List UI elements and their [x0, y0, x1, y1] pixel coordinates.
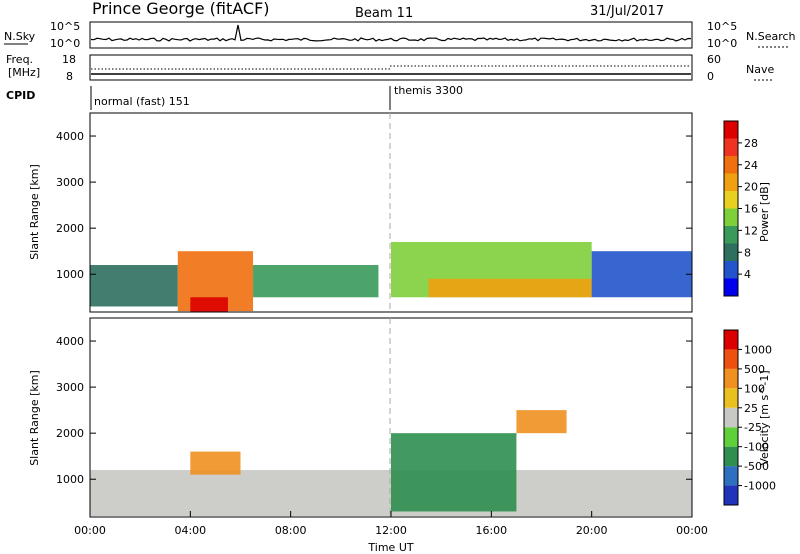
xtick-label: 12:00 [375, 524, 407, 537]
freq-panel: Freq. [MHz] 18 8 60 0 Nave [6, 53, 774, 83]
nsky-frame [89, 21, 693, 49]
ytick-label: 2000 [56, 427, 84, 440]
station-title: Prince George (fitACF) [92, 0, 270, 18]
heatmap-region [190, 297, 228, 312]
heatmap-region [428, 278, 592, 298]
velocity-colorbar: Velocity [m s^-1] 1000 500 100 25 -25 -100 -50… [723, 329, 776, 506]
velocity-colorbar-label: Velocity [m s^-1] [758, 370, 771, 465]
colorbar-tick-label: 16 [744, 203, 758, 216]
freq-tick-bottom: 8 [66, 70, 73, 83]
colorbar-swatch [724, 349, 738, 369]
power-panel: 4000 3000 2000 1000 Slant Range [km] [28, 112, 693, 313]
colorbar-tick-label: -25 [744, 421, 762, 434]
colorbar-swatch [724, 243, 738, 261]
colorbar-swatch [724, 138, 738, 156]
xtick-label: 16:00 [475, 524, 507, 537]
xtick-label: 08:00 [275, 524, 307, 537]
xtick-label: 00:00 [74, 524, 106, 537]
nsky-tick-top: 10^5 [50, 20, 80, 33]
cpid-mode-2: themis 3300 [394, 84, 463, 97]
colorbar-tick-label: 100 [744, 382, 765, 395]
nave-label: Nave [746, 63, 774, 76]
nave-tick-top: 60 [707, 53, 721, 66]
colorbar-tick-label: -100 [744, 441, 769, 454]
freq-frame [89, 54, 693, 81]
cpid-panel: CPID normal (fast) 151 themis 3300 [6, 84, 463, 110]
colorbar-swatch [724, 278, 738, 296]
power-ylabel: Slant Range [km] [28, 164, 41, 260]
nsearch-tick-bottom: 10^0 [707, 37, 737, 50]
nsky-trace [90, 24, 692, 42]
colorbar-tick-label: 25 [744, 402, 758, 415]
colorbar-swatch [724, 156, 738, 174]
colorbar-swatch [724, 368, 738, 389]
ytick-label: 1000 [56, 268, 84, 281]
velocity-panel: 4000 3000 2000 1000 00:00 04:00 08:00 12:00 16:… [28, 317, 708, 554]
ytick-label: 4000 [56, 335, 84, 348]
velocity-yaxis: 4000 3000 2000 1000 [56, 335, 692, 486]
colorbar-swatch [724, 226, 738, 244]
heatmap-region [253, 265, 379, 298]
velocity-ylabel: Slant Range [km] [28, 370, 41, 466]
colorbar-tick-label: 12 [744, 224, 758, 237]
colorbar-tick-label: 20 [744, 181, 758, 194]
xtick-label: 04:00 [174, 524, 206, 537]
colorbar-tick-label: -1000 [744, 480, 776, 493]
colorbar-tick-label: -500 [744, 460, 769, 473]
nsky-panel: N.Sky 10^5 10^0 10^5 10^0 N.Search [4, 20, 796, 50]
colorbar-swatch [724, 191, 738, 209]
colorbar-swatch [724, 173, 738, 191]
freq-tick-top: 18 [62, 53, 76, 66]
colorbar-tick-label: 28 [744, 137, 758, 150]
colorbar-swatch [724, 330, 738, 350]
cpid-mode-1: normal (fast) 151 [94, 95, 190, 108]
colorbar-swatch [724, 446, 738, 467]
colorbar-swatch [724, 466, 738, 486]
xtick-label: 20:00 [576, 524, 608, 537]
colorbar-swatch [724, 388, 738, 408]
ytick-label: 4000 [56, 130, 84, 143]
ytick-label: 3000 [56, 381, 84, 394]
heatmap-region [190, 451, 241, 475]
power-data [90, 241, 692, 312]
freq-label: Freq. [6, 53, 33, 66]
power-colorbar-label: Power [dB] [758, 182, 771, 242]
power-yaxis: 4000 3000 2000 1000 [56, 130, 692, 281]
nave-tick-bottom: 0 [707, 70, 714, 83]
time-xlabel: Time UT [367, 541, 413, 554]
nsky-label: N.Sky [4, 30, 36, 43]
colorbar-swatch [724, 261, 738, 279]
ytick-label: 1000 [56, 473, 84, 486]
colorbar-swatch [724, 208, 738, 226]
heatmap-region [516, 410, 567, 434]
colorbar-swatch [724, 485, 738, 505]
velocity-data [90, 410, 692, 517]
colorbar-swatch [724, 407, 738, 428]
colorbar-tick-label: 500 [744, 363, 765, 376]
heatmap-region [591, 251, 692, 298]
power-frame [89, 112, 693, 313]
date-label: 31/Jul/2017 [590, 4, 664, 19]
colorbar-tick-label: 24 [744, 159, 758, 172]
colorbar-tick-label: 8 [744, 246, 751, 259]
colorbar-tick-label: 4 [744, 268, 751, 281]
freq-unit-label: [MHz] [8, 66, 40, 79]
heatmap-region [90, 265, 178, 307]
xtick-label: 00:00 [676, 524, 708, 537]
colorbar-frame [723, 329, 739, 506]
colorbar-swatch [724, 121, 738, 139]
colorbar-tick-label: 1000 [744, 343, 772, 356]
velocity-xaxis: 00:00 04:00 08:00 12:00 16:00 20:00 00:00 [74, 511, 708, 537]
cpid-label: CPID [6, 89, 35, 102]
beam-label: Beam 11 [355, 6, 413, 21]
colorbar-swatch [724, 427, 738, 447]
ytick-label: 3000 [56, 176, 84, 189]
nsearch-label: N.Search [746, 30, 796, 43]
ytick-label: 2000 [56, 222, 84, 235]
nsearch-tick-top: 10^5 [707, 20, 737, 33]
power-colorbar: Power [dB] 28 24 20 16 12 8 4 [723, 120, 771, 297]
heatmap-region [391, 433, 517, 512]
nsky-tick-bottom: 10^0 [50, 37, 80, 50]
